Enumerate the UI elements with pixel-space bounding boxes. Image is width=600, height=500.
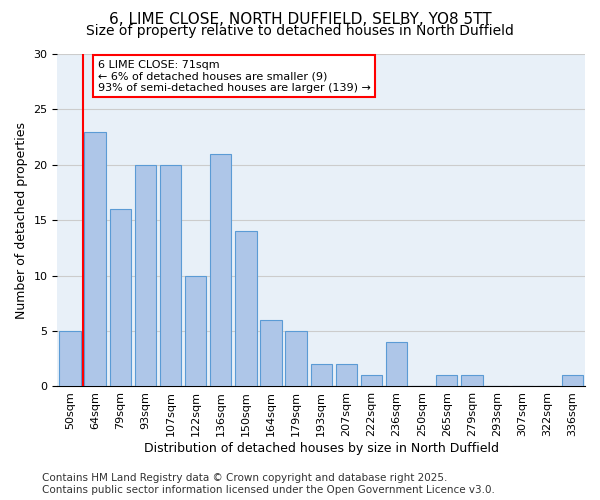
Bar [286,331,307,386]
X-axis label: Distribution of detached houses by size in North Duffield: Distribution of detached houses by size … [144,442,499,455]
Text: 6 LIME CLOSE: 71sqm
← 6% of detached houses are smaller (9)
93% of semi-detached: 6 LIME CLOSE: 71sqm ← 6% of detached hou… [98,60,370,92]
Bar [134,165,156,386]
Bar [260,320,281,386]
Bar [436,376,457,386]
Bar [562,376,583,386]
Text: Contains HM Land Registry data © Crown copyright and database right 2025.
Contai: Contains HM Land Registry data © Crown c… [42,474,495,495]
Bar [185,276,206,386]
Bar [235,232,257,386]
Bar [110,209,131,386]
Bar [160,165,181,386]
Bar [386,342,407,386]
Bar [85,132,106,386]
Text: 6, LIME CLOSE, NORTH DUFFIELD, SELBY, YO8 5TT: 6, LIME CLOSE, NORTH DUFFIELD, SELBY, YO… [109,12,491,28]
Bar [311,364,332,386]
Bar [461,376,482,386]
Bar [210,154,232,386]
Bar [361,376,382,386]
Bar [335,364,357,386]
Y-axis label: Number of detached properties: Number of detached properties [15,122,28,318]
Bar [59,331,80,386]
Text: Size of property relative to detached houses in North Duffield: Size of property relative to detached ho… [86,24,514,38]
